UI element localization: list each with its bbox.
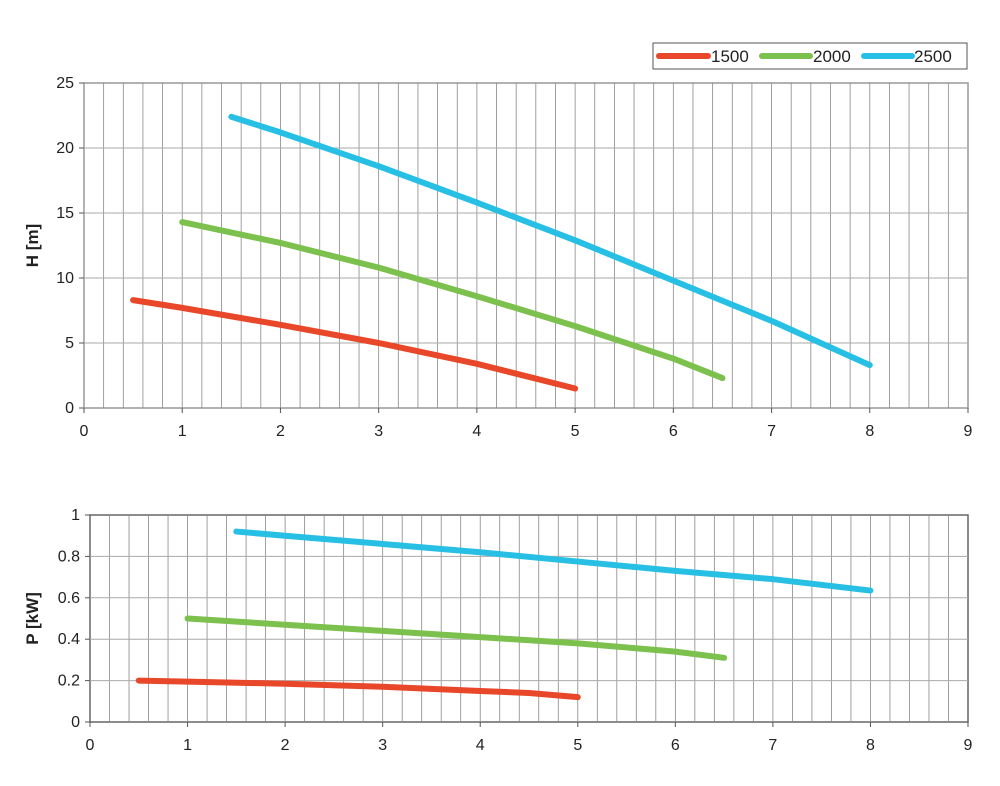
- series-line-2500: [228, 113, 873, 369]
- power-chart: 0 0.2 0.4 0.6 0.8 1 0 1 2 3 4 5 6 7 8 9 P [kW]: [23, 507, 973, 754]
- series-line-2000: [184, 615, 728, 661]
- legend: 1500 2000 2500: [652, 42, 968, 70]
- y-tick-label: 20: [56, 140, 74, 157]
- plot-area: [89, 514, 969, 723]
- x-tick-label: 8: [865, 423, 874, 440]
- x-tick-label: 6: [669, 423, 678, 440]
- x-tick-label: 7: [768, 737, 777, 754]
- x-tick-label: 4: [476, 737, 485, 754]
- y-tick-label: 0: [65, 400, 74, 417]
- y-tick-label: 1: [71, 507, 80, 524]
- x-tick-label: 1: [178, 423, 187, 440]
- series-line-1500: [135, 677, 581, 701]
- legend-label-2000: 2000: [813, 47, 851, 66]
- head-chart: 0 5 10 15 20 25 0 1 2 3 4 5 6 7 8 9 H [m]: [23, 75, 973, 440]
- x-tick-label: 7: [767, 423, 776, 440]
- x-tick-label: 0: [80, 423, 89, 440]
- x-tick-label: 4: [472, 423, 481, 440]
- x-tick-label: 2: [276, 423, 285, 440]
- legend-label-1500: 1500: [711, 47, 749, 66]
- legend-label-2500: 2500: [914, 47, 952, 66]
- y-axis-label: H [m]: [23, 224, 42, 267]
- y-axis-label: P [kW]: [23, 592, 42, 645]
- x-tick-label: 3: [374, 423, 383, 440]
- x-tick-label: 3: [378, 737, 387, 754]
- x-tick-label: 5: [571, 423, 580, 440]
- y-tick-label: 0.8: [58, 548, 80, 565]
- y-tick-label: 0.6: [58, 590, 80, 607]
- y-tick-label: 0.4: [58, 631, 80, 648]
- series-line-2500: [233, 528, 874, 594]
- y-tick-label: 5: [65, 335, 74, 352]
- x-tick-label: 5: [573, 737, 582, 754]
- x-tick-label: 0: [86, 737, 95, 754]
- y-tick-label: 0.2: [58, 673, 80, 690]
- x-tick-label: 2: [281, 737, 290, 754]
- y-tick-label: 15: [56, 205, 74, 222]
- y-tick-label: 10: [56, 270, 74, 287]
- plot-area: [83, 82, 969, 409]
- x-tick-label: 1: [183, 737, 192, 754]
- x-tick-label: 6: [671, 737, 680, 754]
- x-tick-label: 9: [964, 423, 973, 440]
- y-tick-label: 25: [56, 75, 74, 92]
- series-line-2000: [179, 219, 726, 382]
- x-tick-label: 8: [866, 737, 875, 754]
- x-tick-label: 9: [964, 737, 973, 754]
- y-tick-label: 0: [71, 714, 80, 731]
- series-line-1500: [130, 297, 579, 392]
